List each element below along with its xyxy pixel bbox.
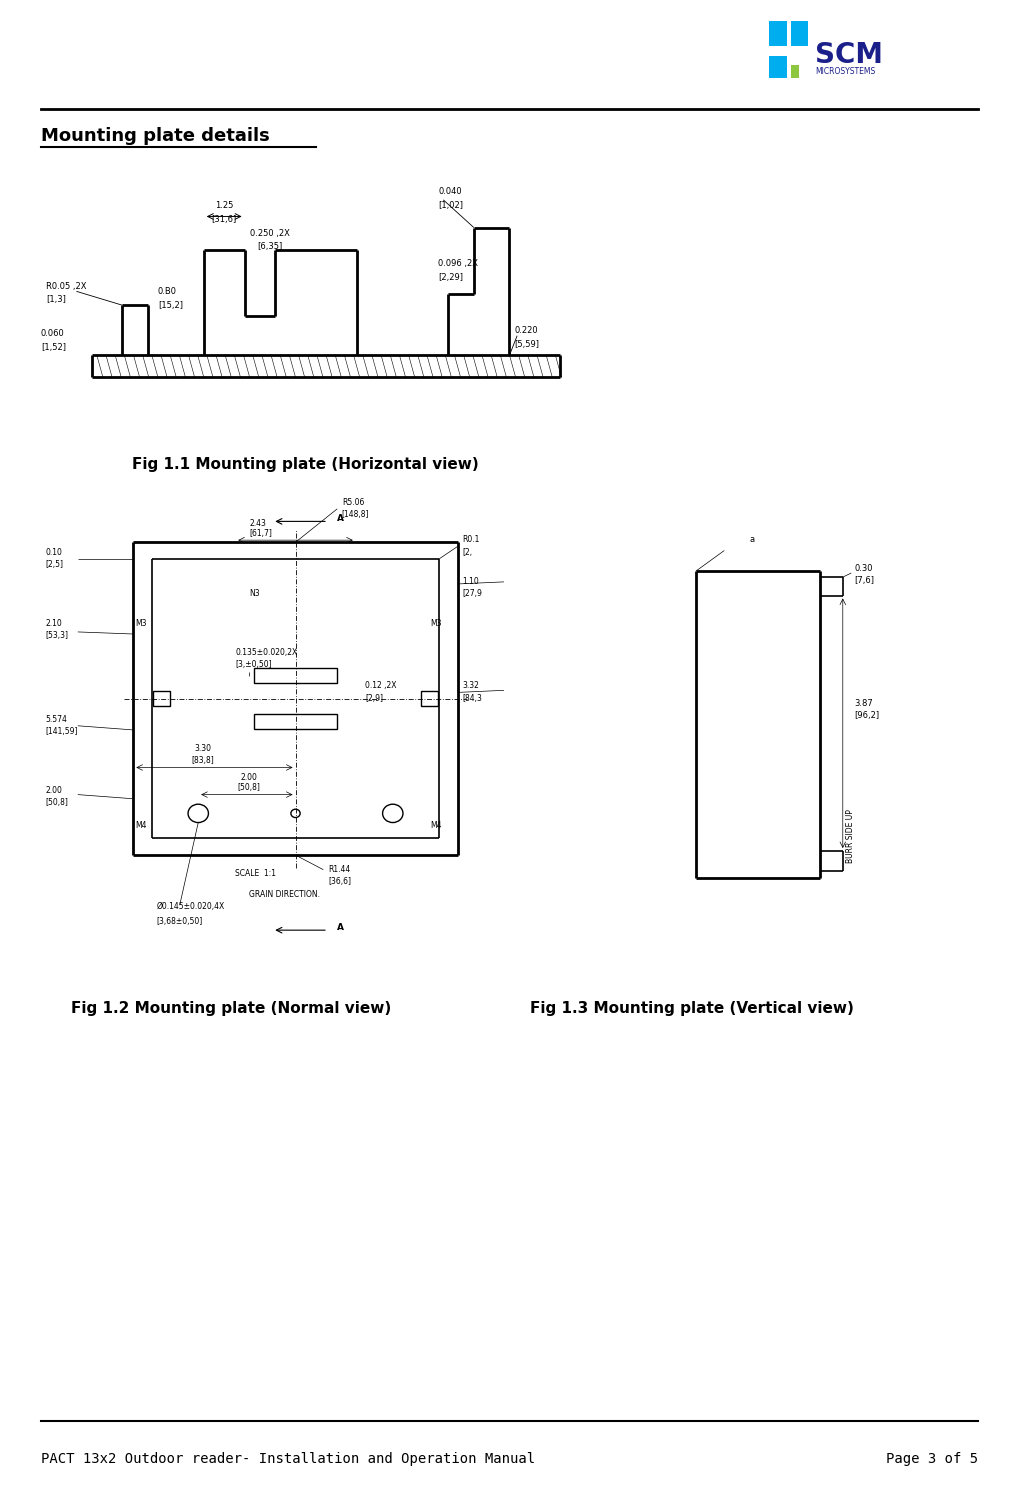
Bar bbox=[791, 66, 799, 78]
Text: 3.87: 3.87 bbox=[854, 699, 873, 708]
Text: Fig 1.2 Mounting plate (Normal view): Fig 1.2 Mounting plate (Normal view) bbox=[71, 1001, 391, 1016]
Text: Ø0.145±0.020,4X: Ø0.145±0.020,4X bbox=[157, 902, 225, 911]
Text: [31,6]: [31,6] bbox=[212, 214, 236, 223]
Text: [53,3]: [53,3] bbox=[46, 631, 68, 640]
Text: PACT 13x2 Outdoor reader- Installation and Operation Manual: PACT 13x2 Outdoor reader- Installation a… bbox=[41, 1453, 535, 1466]
Text: 0.040: 0.040 bbox=[438, 187, 462, 196]
Text: 3.32: 3.32 bbox=[463, 681, 479, 690]
Bar bbox=[769, 57, 787, 78]
Text: [2,: [2, bbox=[463, 547, 473, 556]
Text: 0.10: 0.10 bbox=[46, 547, 62, 556]
Bar bbox=[422, 691, 438, 706]
Text: A: A bbox=[337, 923, 344, 932]
Text: [7,6]: [7,6] bbox=[854, 576, 874, 585]
Text: BURR SIDE UP: BURR SIDE UP bbox=[846, 809, 855, 863]
Bar bbox=[254, 714, 337, 729]
Text: [1,3]: [1,3] bbox=[46, 295, 66, 304]
Text: 2.00: 2.00 bbox=[240, 773, 258, 782]
Bar bbox=[254, 669, 337, 684]
Text: 0.30: 0.30 bbox=[854, 564, 872, 573]
Text: [50,8]: [50,8] bbox=[237, 784, 261, 793]
Text: R0.05 ,2X: R0.05 ,2X bbox=[46, 282, 87, 291]
Text: 2.00: 2.00 bbox=[46, 785, 62, 794]
Text: [27,9: [27,9 bbox=[463, 589, 482, 598]
Text: R0.1: R0.1 bbox=[463, 535, 480, 544]
Text: 0.12 ,2X: 0.12 ,2X bbox=[365, 681, 396, 690]
Text: M4: M4 bbox=[136, 821, 147, 830]
Text: SCALE  1:1: SCALE 1:1 bbox=[235, 869, 276, 878]
Text: MICROSYSTEMS: MICROSYSTEMS bbox=[815, 67, 875, 76]
Text: R1.44: R1.44 bbox=[328, 865, 351, 874]
Text: 0.220: 0.220 bbox=[515, 325, 538, 334]
Text: Fig 1.3 Mounting plate (Vertical view): Fig 1.3 Mounting plate (Vertical view) bbox=[530, 1001, 854, 1016]
Text: 0.096 ,2X: 0.096 ,2X bbox=[438, 259, 478, 268]
Text: A: A bbox=[337, 514, 344, 523]
Text: 0.135±0.020,2X: 0.135±0.020,2X bbox=[235, 648, 298, 657]
Text: [61,7]: [61,7] bbox=[250, 529, 272, 538]
Text: M3: M3 bbox=[136, 619, 147, 628]
Text: [2,9]: [2,9] bbox=[365, 694, 383, 703]
Text: [36,6]: [36,6] bbox=[328, 877, 351, 886]
Text: [141,59]: [141,59] bbox=[46, 727, 77, 736]
Text: 0.250 ,2X: 0.250 ,2X bbox=[250, 229, 290, 238]
Text: [3,±0,50]: [3,±0,50] bbox=[235, 661, 272, 670]
Bar bbox=[791, 21, 808, 46]
Text: [1,02]: [1,02] bbox=[438, 201, 464, 210]
Text: N3: N3 bbox=[250, 589, 260, 598]
Text: [3,68±0,50]: [3,68±0,50] bbox=[157, 917, 203, 926]
Text: 0.B0: 0.B0 bbox=[158, 288, 177, 297]
Text: [96,2]: [96,2] bbox=[854, 711, 879, 720]
Text: [6,35]: [6,35] bbox=[258, 241, 282, 250]
Text: [84,3: [84,3 bbox=[463, 694, 482, 703]
Text: 3.30: 3.30 bbox=[195, 744, 211, 752]
Text: GRAIN DIRECTION.: GRAIN DIRECTION. bbox=[250, 890, 320, 899]
Text: a: a bbox=[750, 535, 755, 544]
Bar bbox=[153, 691, 169, 706]
Text: [1,52]: [1,52] bbox=[41, 343, 66, 352]
Text: M4: M4 bbox=[430, 821, 441, 830]
Text: SCM: SCM bbox=[815, 40, 883, 69]
Text: [2,5]: [2,5] bbox=[46, 561, 63, 570]
Text: [50,8]: [50,8] bbox=[46, 797, 68, 806]
Text: [83,8]: [83,8] bbox=[192, 757, 214, 766]
Text: 0.060: 0.060 bbox=[41, 328, 64, 337]
Text: R5.06: R5.06 bbox=[341, 498, 364, 507]
Text: [15,2]: [15,2] bbox=[158, 301, 183, 310]
Text: 2.43: 2.43 bbox=[250, 519, 266, 528]
Text: M3: M3 bbox=[430, 619, 441, 628]
Text: Fig 1.1 Mounting plate (Horizontal view): Fig 1.1 Mounting plate (Horizontal view) bbox=[132, 457, 479, 472]
Text: 2.10: 2.10 bbox=[46, 619, 62, 628]
Text: [2,29]: [2,29] bbox=[438, 273, 464, 282]
Text: [148,8]: [148,8] bbox=[341, 510, 369, 519]
Bar bbox=[769, 21, 787, 46]
Text: 1.10: 1.10 bbox=[463, 577, 479, 586]
Text: 5.574: 5.574 bbox=[46, 715, 67, 724]
Text: [5,59]: [5,59] bbox=[515, 340, 540, 349]
Text: 1.25: 1.25 bbox=[215, 201, 233, 210]
Text: Mounting plate details: Mounting plate details bbox=[41, 127, 269, 145]
Text: Page 3 of 5: Page 3 of 5 bbox=[887, 1453, 978, 1466]
